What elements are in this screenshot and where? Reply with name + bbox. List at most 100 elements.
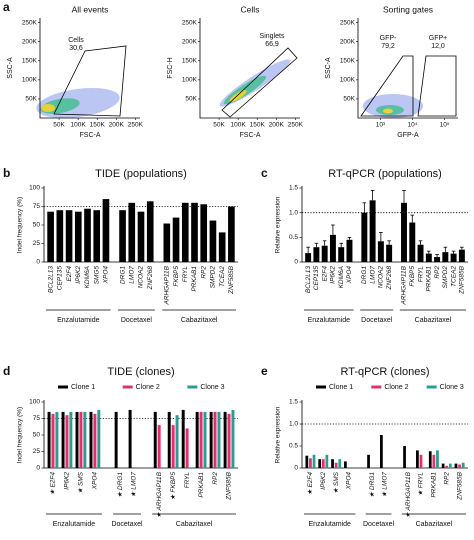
bar xyxy=(305,455,309,468)
x-tick-label: ZNF585B xyxy=(228,265,235,294)
x-tick-label: CEP135 xyxy=(313,266,320,291)
bar xyxy=(51,413,55,468)
gate-value: 66,9 xyxy=(265,41,279,48)
bar xyxy=(217,411,221,468)
y-tick-label: 50K xyxy=(185,96,197,103)
density-cloud xyxy=(383,108,393,114)
bar xyxy=(461,462,465,468)
bar xyxy=(329,234,336,262)
axis-line xyxy=(199,18,300,119)
y-tick-label: 100K xyxy=(182,77,198,84)
error-bar xyxy=(314,242,319,248)
x-tick-label: ZNF268 xyxy=(386,266,393,291)
bar xyxy=(313,247,320,262)
group-label: Cabazitaxel xyxy=(416,521,453,528)
axis-line xyxy=(43,400,238,469)
error-bar xyxy=(370,190,375,201)
error-bar xyxy=(322,240,327,246)
x-axis-label: FSC-A xyxy=(80,132,101,139)
error-bar xyxy=(426,250,431,254)
x-tick-label: 100K xyxy=(71,122,87,129)
error-bar xyxy=(387,240,391,245)
bar xyxy=(128,409,132,468)
bar xyxy=(416,450,419,468)
x-tick-label: 250K xyxy=(128,122,144,129)
y-axis-label: FSC-H xyxy=(167,57,174,78)
bar xyxy=(157,425,161,468)
x-tick-label: 10⁴ xyxy=(407,122,417,129)
bar xyxy=(65,415,69,468)
bar xyxy=(428,451,432,468)
y-tick-label: 150K xyxy=(182,57,198,64)
bar xyxy=(417,244,424,262)
y-axis-label: Relative expression xyxy=(275,196,282,253)
y-tick-label: 50K xyxy=(343,96,355,103)
bar xyxy=(450,253,457,262)
x-tick-label: ★ DRG1 xyxy=(369,472,376,498)
bar xyxy=(218,232,226,262)
y-axis-label: SSC-A xyxy=(325,57,332,79)
legend-swatch xyxy=(371,385,382,389)
x-tick-label: ★ FKBP5 xyxy=(170,472,177,501)
x-tick-label: 250K xyxy=(288,122,304,129)
gate-value: 12,0 xyxy=(431,43,445,50)
bar xyxy=(102,199,110,262)
bar xyxy=(55,411,59,468)
bar xyxy=(79,411,83,468)
y-tick-label: 25 xyxy=(33,240,41,247)
x-tick-label: 50K xyxy=(53,122,65,129)
bar xyxy=(432,454,436,468)
gate xyxy=(417,55,457,117)
error-bar xyxy=(402,190,406,203)
x-tick-label: FRYL xyxy=(184,472,191,489)
density-cloud xyxy=(41,104,55,112)
bar xyxy=(175,415,179,468)
y-tick-label: 100K xyxy=(22,77,38,84)
gate-name: Cells xyxy=(68,37,84,44)
x-tick-label: ARHGAP11B xyxy=(164,265,171,305)
x-tick-label: RP2 xyxy=(434,266,441,279)
y-axis-label: Relative expression xyxy=(275,406,282,463)
bar xyxy=(338,247,345,262)
x-tick-label: LMO7 xyxy=(128,266,135,284)
bar xyxy=(89,411,93,468)
y-tick-label: 50 xyxy=(33,222,41,229)
x-tick-label: ★ E2F4 xyxy=(50,472,57,496)
group-label: Docetaxel xyxy=(361,317,393,324)
bar xyxy=(209,220,217,262)
axis-line xyxy=(357,18,458,119)
bar xyxy=(331,459,334,468)
x-tick-label: ★ E2F4 xyxy=(307,472,314,496)
x-tick-label: ★ FRYL xyxy=(418,472,425,496)
x-tick-label: FRYL xyxy=(417,266,424,283)
bar xyxy=(305,253,312,262)
x-tick-label: RP2 xyxy=(200,266,207,279)
x-tick-label: ★ ARHGAP11B xyxy=(405,471,412,518)
error-bar xyxy=(451,250,456,254)
y-tick-label: 0.5 xyxy=(289,234,298,241)
bar xyxy=(231,409,235,468)
error-bar xyxy=(347,236,352,240)
error-bar xyxy=(306,246,310,254)
flow-title: Sorting gates xyxy=(383,4,433,14)
y-tick-label: 250K xyxy=(340,19,356,26)
x-tick-label: PRKAB1 xyxy=(191,266,198,292)
group-label: Enzalutamide xyxy=(308,317,351,324)
x-tick-label: CEP135 xyxy=(57,266,64,291)
panel-letter: d xyxy=(3,364,10,378)
bar xyxy=(47,411,51,468)
y-tick-label: 1.5 xyxy=(289,185,298,192)
panel-letter: b xyxy=(3,166,10,180)
x-tick-label: ★ LMO7 xyxy=(382,472,389,498)
error-bar xyxy=(443,246,448,253)
bar xyxy=(209,411,213,468)
x-tick-label: ZNF585B xyxy=(459,265,466,294)
gate-name: GFP+ xyxy=(429,35,447,42)
error-bar xyxy=(331,224,335,235)
x-tick-label: PRKAB1 xyxy=(431,472,438,498)
group-label: Docetaxel xyxy=(111,521,143,528)
group-label: Docetaxel xyxy=(121,317,153,324)
gate-value: 30,6 xyxy=(69,45,83,52)
flow-title: Cells xyxy=(241,4,260,14)
x-tick-label: DRG1 xyxy=(119,266,126,284)
